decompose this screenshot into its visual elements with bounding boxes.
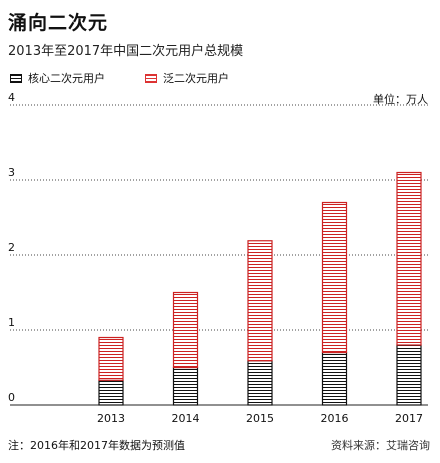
x-tick-label: 2017 [395, 412, 423, 425]
bar-segment-core [321, 351, 348, 406]
y-tick-label: 1 [8, 316, 15, 329]
bar-segment-pan [321, 201, 348, 354]
bar-segment-pan [396, 171, 422, 346]
y-tick-label: 4 [8, 91, 15, 104]
footnote: 注：2016年和2017年数据为预测值 [8, 439, 185, 452]
bar-segment-pan [172, 291, 199, 369]
unit-label: 单位：万人 [373, 93, 428, 106]
bar-segment-pan [247, 240, 273, 362]
source-credit: 资料来源：艾瑞咨询 [331, 439, 430, 452]
y-tick-label: 0 [8, 391, 15, 404]
chart-title: 涌向二次元 [8, 12, 109, 34]
x-tick-label: 2014 [172, 412, 200, 425]
y-tick-label: 3 [8, 166, 15, 179]
x-tick-label: 2013 [97, 412, 125, 425]
legend-item-pan: 泛二次元用户 [145, 70, 229, 86]
x-tick-label: 2016 [321, 412, 349, 425]
legend-label-core: 核心二次元用户 [28, 72, 105, 85]
legend: 核心二次元用户 泛二次元用户 [10, 70, 229, 86]
chart-subtitle: 2013年至2017年中国二次元用户总规模 [8, 44, 244, 59]
legend-label-pan: 泛二次元用户 [163, 72, 229, 85]
bar-segment-core [247, 360, 273, 406]
legend-swatch-core [10, 73, 22, 83]
bar-segment-pan [98, 336, 124, 381]
legend-swatch-pan [145, 73, 157, 83]
bar-segment-core [396, 344, 422, 406]
y-tick-label: 2 [8, 241, 15, 254]
bar-segment-core [172, 366, 199, 406]
bar-segment-core [98, 379, 124, 406]
legend-item-core: 核心二次元用户 [10, 70, 105, 86]
x-tick-label: 2015 [246, 412, 274, 425]
